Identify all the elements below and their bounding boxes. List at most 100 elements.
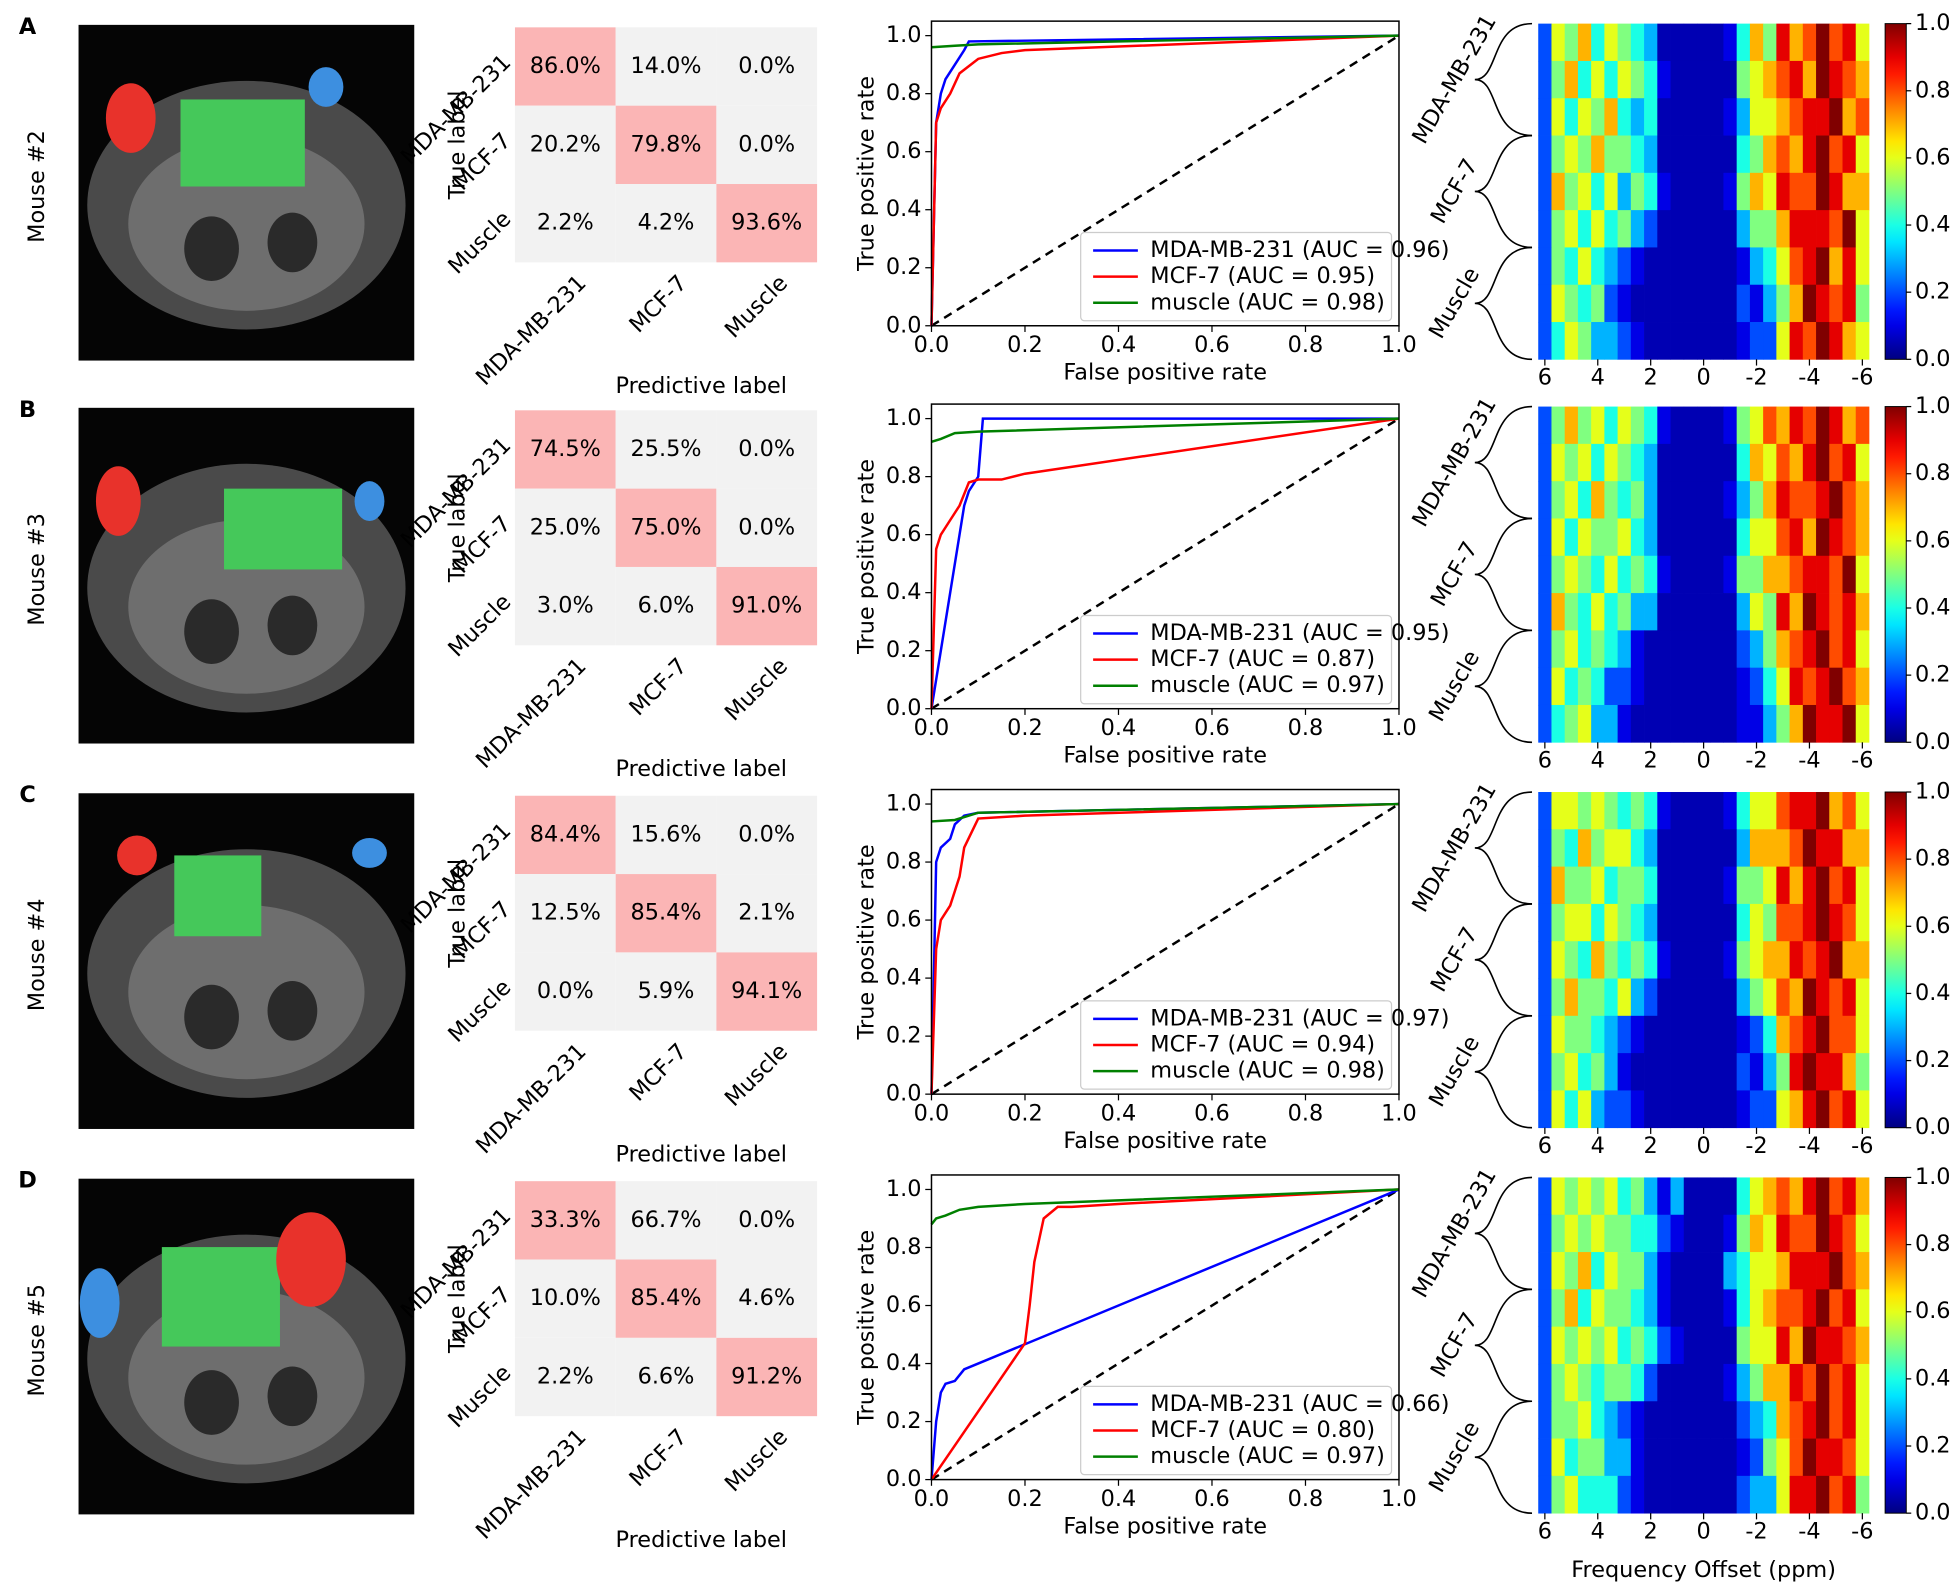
heatmap-cell	[1551, 284, 1566, 323]
heatmap-cell	[1842, 1401, 1857, 1439]
heatmap-cell	[1551, 60, 1566, 99]
heatmap-cell	[1816, 60, 1830, 99]
heatmap-cell	[1802, 903, 1817, 942]
heatmap-cell	[1644, 866, 1658, 905]
legend-label: MDA-MB-231 (AUC = 0.95)	[1150, 620, 1449, 646]
heatmap-cell	[1855, 406, 1870, 445]
heatmap-cell	[1577, 1401, 1592, 1439]
heatmap-cell	[1564, 284, 1579, 323]
heatmap-cell	[1776, 1015, 1790, 1054]
heatmap-cell	[1696, 60, 1711, 99]
heatmap-cell	[1710, 1326, 1724, 1365]
x-tick-label: 1.0	[1381, 1101, 1417, 1127]
heatmap-cell	[1842, 903, 1857, 942]
heatmap-cell	[1829, 443, 1843, 482]
heatmap-cell	[1723, 667, 1738, 706]
heatmap-cell	[1538, 518, 1552, 557]
heatmap-cell	[1710, 866, 1724, 905]
x-tick-label: -2	[1745, 747, 1767, 773]
x-tick-label: 0.0	[914, 1101, 950, 1127]
y-tick-label: 0.4	[886, 579, 922, 605]
heatmap-cell	[1802, 704, 1817, 743]
plot-frame	[930, 1174, 1400, 1481]
heatmap-cell	[1683, 1326, 1698, 1365]
heatmap-cell	[1816, 1363, 1830, 1402]
heatmap-cell	[1564, 667, 1579, 706]
heatmap-cell	[1696, 829, 1711, 867]
heatmap-cell	[1776, 630, 1790, 669]
heatmap-cell	[1736, 978, 1751, 1017]
heatmap-cell	[1776, 1363, 1790, 1402]
heatmap-cell	[1604, 1438, 1618, 1477]
heatmap-cell	[1802, 443, 1817, 482]
heatmap-cell	[1776, 829, 1790, 867]
heatmap-cell	[1842, 443, 1857, 482]
heatmap-cell	[1816, 1475, 1830, 1514]
heatmap-cell	[1829, 406, 1843, 445]
plot-frame	[930, 788, 1400, 1095]
heatmap-cell	[1763, 941, 1777, 979]
heatmap-cell	[1710, 284, 1724, 323]
heatmap-cell	[1749, 866, 1764, 905]
matrix-cell	[615, 184, 717, 263]
heatmap-cell	[1591, 704, 1605, 743]
heatmap-cell	[1855, 322, 1870, 360]
heatmap-cell	[1842, 555, 1857, 594]
heatmap-cell	[1604, 60, 1618, 99]
heatmap-cell	[1816, 23, 1830, 62]
x-tick-label: 0.8	[1288, 715, 1324, 741]
heatmap-cell	[1816, 210, 1830, 248]
heatmap-cell	[1683, 1438, 1698, 1477]
heatmap-cell	[1657, 406, 1671, 445]
heatmap-cell	[1829, 518, 1843, 557]
heatmap-cell	[1829, 866, 1843, 905]
heatmap-cell	[1644, 978, 1658, 1017]
roc-curve	[930, 1188, 1400, 1226]
heatmap-cell	[1710, 941, 1724, 979]
heatmap-cell	[1723, 23, 1738, 62]
heatmap-cell	[1776, 481, 1790, 519]
heatmap-cell	[1657, 829, 1671, 867]
matrix-cell	[716, 105, 818, 185]
colorbar-tick-label: 0.4	[1915, 594, 1950, 620]
matrix-cell	[615, 952, 717, 1031]
tumor-overlay	[352, 838, 387, 868]
heatmap-cell	[1591, 829, 1605, 867]
heatmap-cell	[1591, 593, 1605, 631]
muscle-overlay	[180, 99, 305, 187]
heatmap-cell	[1829, 941, 1843, 979]
x-tick-label: 0.6	[1194, 1101, 1230, 1127]
heatmap-cell	[1617, 1326, 1632, 1365]
heatmap-cell	[1736, 60, 1751, 99]
heatmap-cell	[1538, 704, 1552, 743]
heatmap-cell	[1577, 247, 1592, 286]
heatmap-cell	[1749, 23, 1764, 62]
heatmap-cell	[1617, 667, 1632, 706]
heatmap-cell	[1577, 630, 1592, 669]
cell-label: 84.4%	[530, 821, 601, 847]
heatmap-cell	[1670, 667, 1685, 706]
heatmap-cell	[1670, 1438, 1685, 1477]
heatmap-cell	[1538, 1475, 1552, 1514]
heatmap-cell	[1723, 135, 1738, 174]
heatmap-cell	[1696, 247, 1711, 286]
heatmap-cell	[1630, 704, 1645, 743]
heatmap-cell	[1591, 1289, 1605, 1328]
x-axis-label: Predictive label	[616, 1142, 788, 1168]
tumor-overlay	[95, 466, 141, 536]
heatmap-cell	[1644, 1438, 1658, 1477]
heatmap-cell	[1630, 667, 1645, 706]
heatmap-cell	[1776, 978, 1790, 1017]
heatmap-cell	[1710, 1015, 1724, 1054]
heatmap-cell	[1816, 903, 1830, 942]
heatmap-cell	[1816, 518, 1830, 557]
heatmap-cell	[1763, 866, 1777, 905]
heatmap-cell	[1577, 1289, 1592, 1328]
mouse-label: Mouse #2	[24, 130, 50, 243]
y-axis-label: True label	[444, 473, 470, 583]
heatmap-cell	[1776, 1090, 1790, 1129]
heatmap-cell	[1670, 406, 1685, 445]
heatmap-cell	[1763, 1177, 1777, 1216]
heatmap-cell	[1577, 481, 1592, 519]
cell-label: 86.0%	[530, 53, 601, 79]
